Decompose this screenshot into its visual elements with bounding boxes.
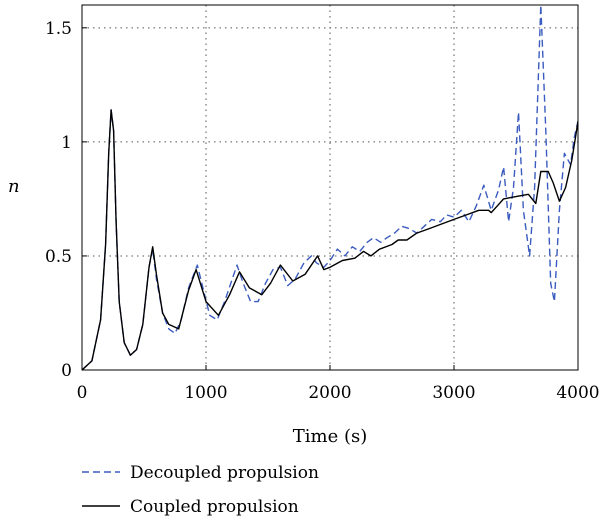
ticks: 0 1000 2000 3000 4000 0 0.5 1 1.5: [45, 19, 600, 403]
x-tick-label: 1000: [184, 383, 227, 403]
grid: [82, 5, 578, 370]
series-layer: [82, 5, 578, 370]
x-tick-label: 0: [77, 383, 88, 403]
legend-label: Coupled propulsion: [130, 497, 299, 517]
x-axis-label: Time (s): [293, 426, 368, 447]
x-tick-label: 3000: [432, 383, 475, 403]
y-tick-label: 1: [61, 133, 72, 153]
y-tick-label: 0: [61, 361, 72, 381]
legend-label: Decoupled propulsion: [130, 463, 319, 483]
series-line-coupled: [82, 109, 578, 370]
y-tick-label: 1.5: [45, 19, 72, 39]
x-tick-label: 4000: [556, 383, 599, 403]
x-tick-label: 2000: [308, 383, 351, 403]
legend: Decoupled propulsion Coupled propulsion: [82, 463, 319, 517]
y-tick-label: 0.5: [45, 247, 72, 267]
y-axis-label: n: [8, 176, 20, 197]
